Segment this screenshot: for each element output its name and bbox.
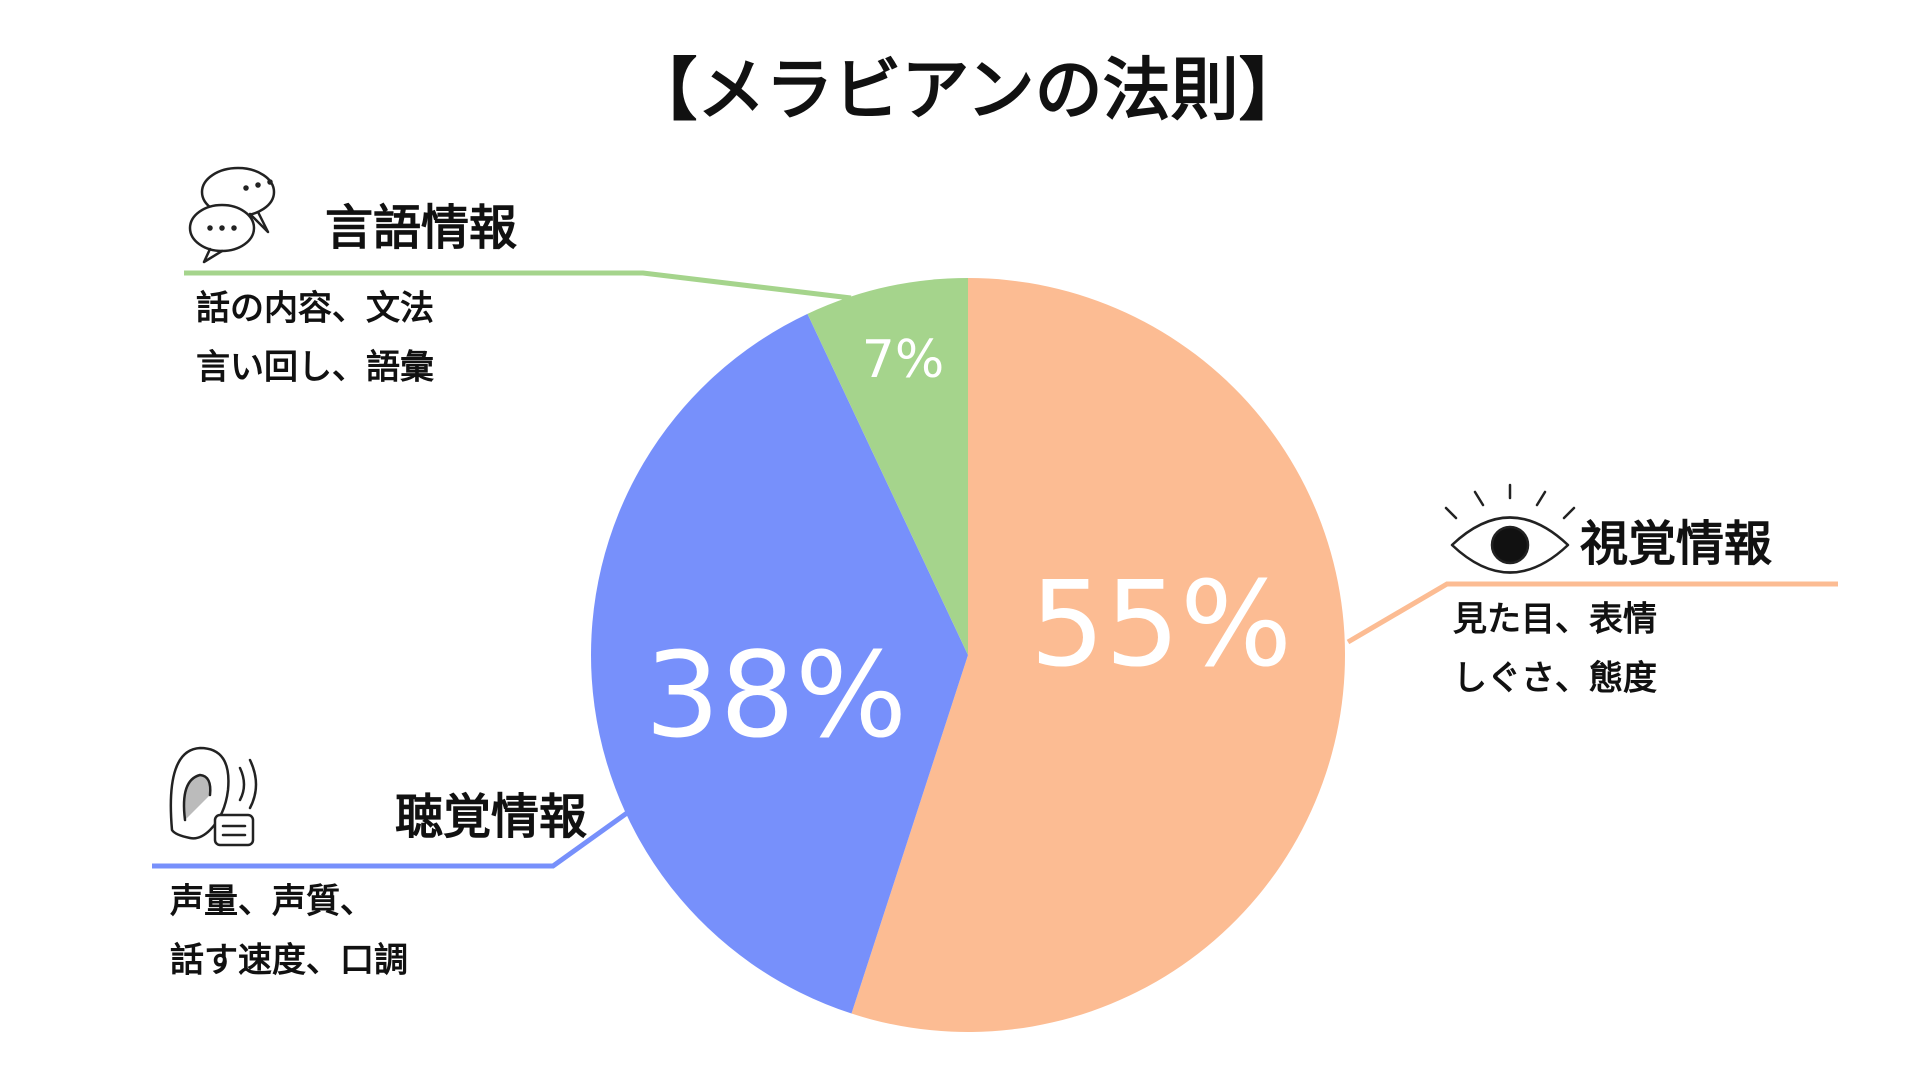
- ear-icon: [169, 746, 258, 847]
- leader-line: [1346, 581, 1838, 645]
- description: 見た目、表情: [1453, 600, 1657, 640]
- description: 話す速度、口調: [170, 941, 408, 981]
- description: 言い回し、語彙: [196, 348, 434, 388]
- category-label: 視覚情報: [1580, 516, 1772, 572]
- leader-line: [184, 270, 852, 301]
- pie-slice: [591, 313, 968, 1014]
- eye-icon: [1444, 483, 1576, 574]
- chart-title: 【メラビアンの法則】: [629, 52, 1306, 131]
- description: しぐさ、態度: [1453, 659, 1657, 699]
- category-label: 言語情報: [325, 200, 517, 256]
- value-label: 7%: [862, 330, 945, 390]
- description: 声量、声質、: [170, 882, 374, 922]
- description: 話の内容、文法: [196, 289, 434, 329]
- value-label: 55%: [1030, 555, 1292, 693]
- leader-line: [152, 810, 629, 869]
- pie-slice: [851, 278, 1345, 1032]
- value-label: 38%: [645, 626, 907, 764]
- pie-slice: [807, 278, 968, 655]
- speech-icon: [188, 166, 276, 264]
- category-label: 聴覚情報: [395, 789, 587, 845]
